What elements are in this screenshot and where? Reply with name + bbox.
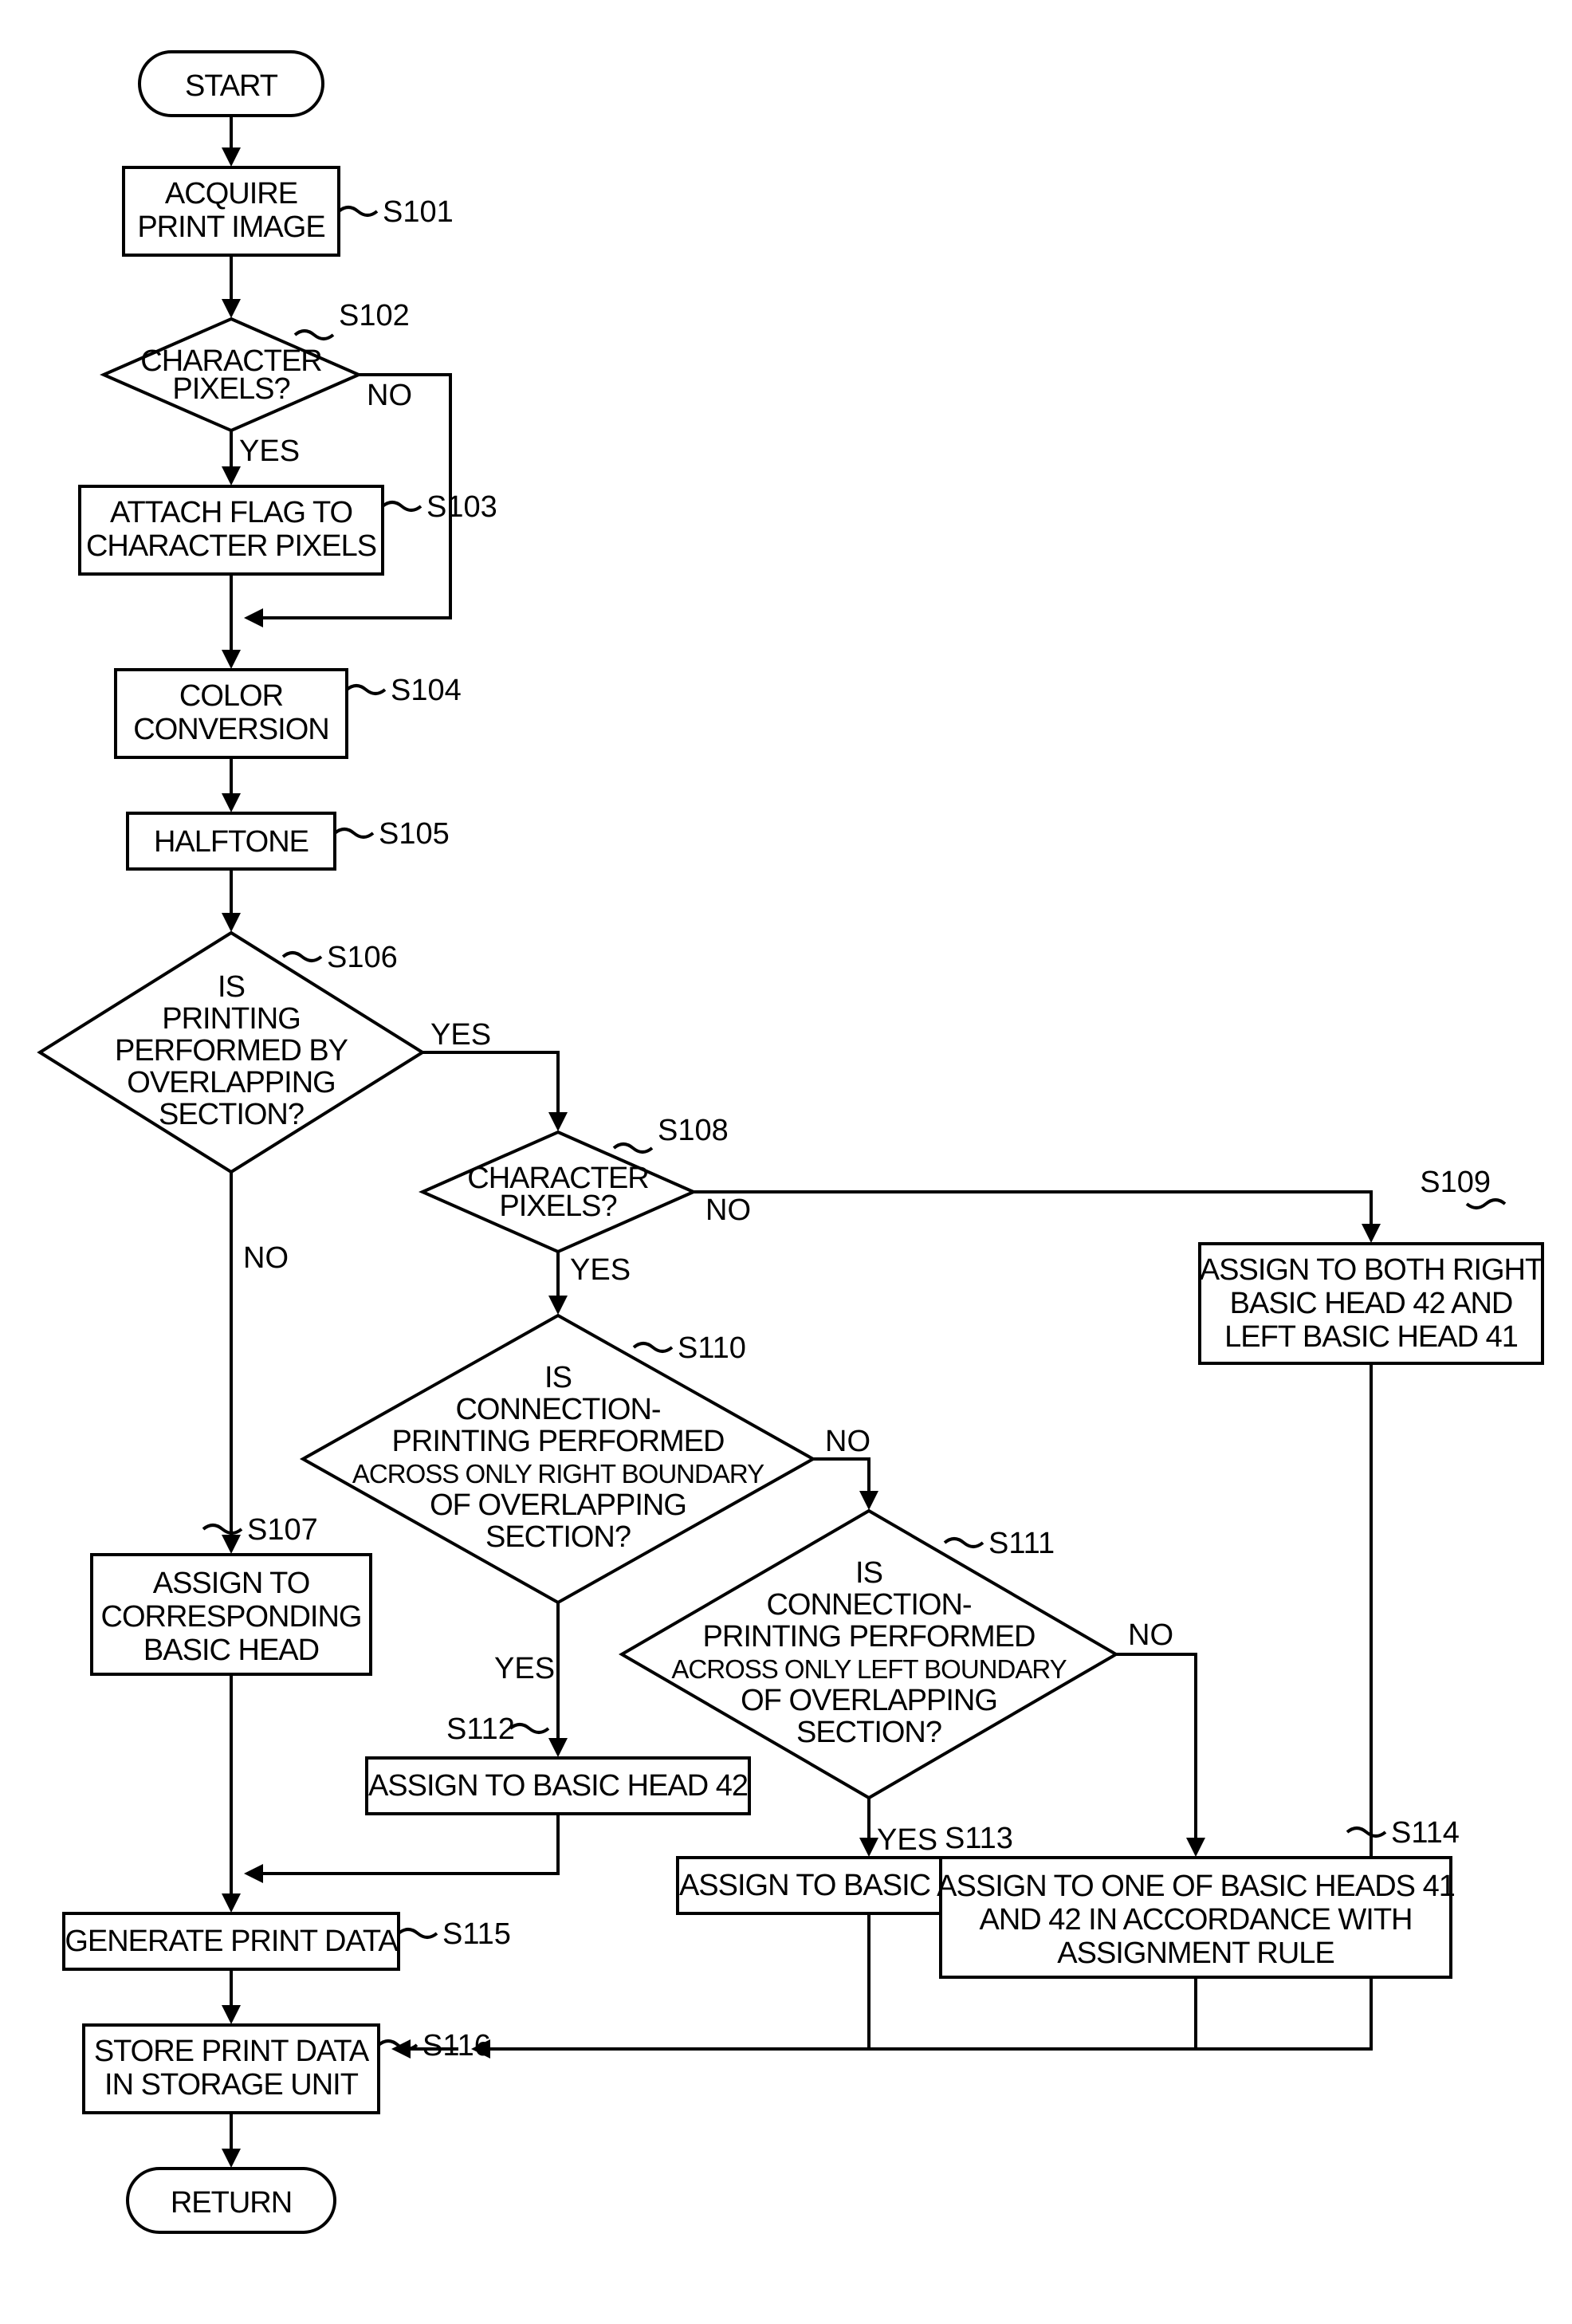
step-label-s102: S102 (295, 299, 410, 339)
svg-text:S106: S106 (327, 941, 398, 974)
svg-text:NO: NO (705, 1193, 751, 1227)
step-label-s109: S109 (1420, 1166, 1505, 1208)
svg-text:NO: NO (1128, 1618, 1173, 1652)
svg-text:S116: S116 (422, 2029, 491, 2063)
svg-text:ASSIGNMENT RULE: ASSIGNMENT RULE (1057, 1937, 1334, 1970)
svg-text:S103: S103 (426, 490, 497, 524)
svg-text:PRINTING: PRINTING (162, 1002, 301, 1036)
svg-text:ASSIGN TO: ASSIGN TO (153, 1567, 310, 1600)
start-label: START (185, 69, 278, 103)
svg-text:NO: NO (825, 1425, 870, 1458)
svg-text:ASSIGN TO ONE OF BASIC HEADS 4: ASSIGN TO ONE OF BASIC HEADS 41 (937, 1870, 1455, 1903)
step-label-s110: S110 (634, 1331, 746, 1365)
svg-text:PERFORMED BY: PERFORMED BY (115, 1034, 348, 1068)
svg-text:PIXELS?: PIXELS? (499, 1190, 616, 1223)
step-label-s114: S114 (1347, 1816, 1460, 1850)
step-s105: HALFTONE (128, 813, 335, 869)
svg-text:SECTION?: SECTION? (159, 1098, 304, 1131)
svg-text:S105: S105 (379, 817, 450, 851)
svg-text:S101: S101 (383, 195, 454, 229)
svg-text:YES: YES (494, 1652, 555, 1685)
svg-text:SECTION?: SECTION? (796, 1716, 941, 1749)
terminal-start: START (140, 52, 323, 116)
step-label-s101: S101 (339, 195, 454, 229)
svg-text:ASSIGN TO BOTH RIGHT: ASSIGN TO BOTH RIGHT (1200, 1253, 1543, 1287)
svg-text:NO: NO (243, 1241, 289, 1275)
svg-text:ASSIGN TO BASIC HEAD 42: ASSIGN TO BASIC HEAD 42 (368, 1769, 748, 1803)
svg-text:ACROSS ONLY LEFT BOUNDARY: ACROSS ONLY LEFT BOUNDARY (671, 1654, 1067, 1684)
svg-text:IS: IS (544, 1361, 572, 1394)
svg-text:CHARACTER PIXELS: CHARACTER PIXELS (86, 529, 376, 563)
step-label-s112: S112 (446, 1713, 548, 1746)
svg-text:SECTION?: SECTION? (485, 1520, 631, 1554)
decision-s102: CHARACTER PIXELS? (104, 319, 359, 431)
svg-text:PIXELS?: PIXELS? (172, 372, 289, 406)
svg-text:LEFT BASIC HEAD 41: LEFT BASIC HEAD 41 (1224, 1320, 1518, 1354)
svg-text:S114: S114 (1391, 1816, 1460, 1850)
svg-text:BASIC HEAD: BASIC HEAD (143, 1634, 319, 1667)
svg-text:STORE PRINT DATA: STORE PRINT DATA (94, 2035, 370, 2068)
return-label: RETURN (171, 2186, 292, 2220)
svg-text:PRINTING PERFORMED: PRINTING PERFORMED (703, 1620, 1036, 1654)
svg-text:YES: YES (430, 1018, 491, 1052)
svg-text:S102: S102 (339, 299, 410, 332)
svg-text:YES: YES (239, 435, 300, 468)
svg-text:IS: IS (218, 970, 245, 1004)
svg-text:S107: S107 (247, 1513, 318, 1547)
svg-text:S113: S113 (945, 1822, 1013, 1855)
step-label-s111: S111 (945, 1527, 1055, 1560)
svg-text:OF OVERLAPPING: OF OVERLAPPING (430, 1488, 686, 1522)
svg-text:CONVERSION: CONVERSION (133, 713, 328, 746)
svg-text:HALFTONE: HALFTONE (154, 825, 309, 859)
svg-text:YES: YES (570, 1253, 631, 1287)
step-s112: ASSIGN TO BASIC HEAD 42 (367, 1758, 749, 1814)
svg-text:BASIC HEAD 42 AND: BASIC HEAD 42 AND (1230, 1287, 1513, 1320)
svg-text:PRINT IMAGE: PRINT IMAGE (137, 210, 324, 244)
step-s107: ASSIGN TO CORRESPONDING BASIC HEAD (92, 1555, 371, 1674)
svg-text:COLOR: COLOR (179, 679, 283, 713)
step-label-s103: S103 (383, 490, 497, 524)
decision-s108: CHARACTER PIXELS? (422, 1132, 694, 1252)
step-label-s105: S105 (335, 817, 450, 851)
svg-text:ACROSS ONLY RIGHT BOUNDARY: ACROSS ONLY RIGHT BOUNDARY (352, 1459, 764, 1488)
svg-text:CONNECTION-: CONNECTION- (766, 1588, 971, 1622)
svg-text:ACQUIRE: ACQUIRE (165, 177, 297, 210)
step-s109: ASSIGN TO BOTH RIGHT BASIC HEAD 42 AND L… (1200, 1244, 1543, 1363)
svg-text:NO: NO (367, 379, 412, 412)
step-s114: ASSIGN TO ONE OF BASIC HEADS 41 AND 42 I… (937, 1858, 1455, 1977)
step-label-s113: S113 (945, 1822, 1013, 1855)
step-s116: STORE PRINT DATA IN STORAGE UNIT (84, 2025, 379, 2113)
step-label-s115: S115 (399, 1917, 511, 1951)
svg-text:CORRESPONDING: CORRESPONDING (101, 1600, 362, 1634)
step-s103: ATTACH FLAG TO CHARACTER PIXELS (80, 486, 383, 574)
svg-text:CONNECTION-: CONNECTION- (455, 1393, 660, 1426)
step-label-s108: S108 (614, 1114, 729, 1152)
svg-text:S112: S112 (446, 1713, 515, 1746)
terminal-return: RETURN (128, 2169, 335, 2232)
svg-text:AND 42 IN ACCORDANCE WITH: AND 42 IN ACCORDANCE WITH (980, 1903, 1413, 1937)
svg-text:OVERLAPPING: OVERLAPPING (127, 1066, 335, 1099)
svg-text:S110: S110 (678, 1331, 746, 1365)
step-s104: COLOR CONVERSION (116, 670, 347, 757)
step-label-s104: S104 (347, 674, 462, 707)
step-s101: ACQUIRE PRINT IMAGE (124, 167, 339, 255)
step-label-s116: S116 (379, 2029, 491, 2063)
svg-text:GENERATE PRINT DATA: GENERATE PRINT DATA (65, 1925, 399, 1958)
step-label-s106: S106 (283, 941, 398, 974)
svg-text:IS: IS (855, 1556, 882, 1590)
svg-text:S111: S111 (988, 1527, 1055, 1560)
svg-text:S104: S104 (391, 674, 462, 707)
step-label-s107: S107 (203, 1513, 318, 1547)
flowchart: START ACQUIRE PRINT IMAGE S101 CHARACTER… (0, 0, 1572, 2324)
svg-text:S115: S115 (442, 1917, 511, 1951)
svg-text:IN STORAGE UNIT: IN STORAGE UNIT (104, 2068, 359, 2102)
svg-text:S109: S109 (1420, 1166, 1491, 1199)
svg-text:S108: S108 (658, 1114, 729, 1147)
svg-text:ATTACH FLAG TO: ATTACH FLAG TO (110, 496, 352, 529)
step-s115: GENERATE PRINT DATA (64, 1913, 399, 1969)
svg-text:YES: YES (877, 1823, 937, 1857)
svg-text:PRINTING PERFORMED: PRINTING PERFORMED (392, 1425, 725, 1458)
svg-text:OF OVERLAPPING: OF OVERLAPPING (741, 1684, 997, 1717)
